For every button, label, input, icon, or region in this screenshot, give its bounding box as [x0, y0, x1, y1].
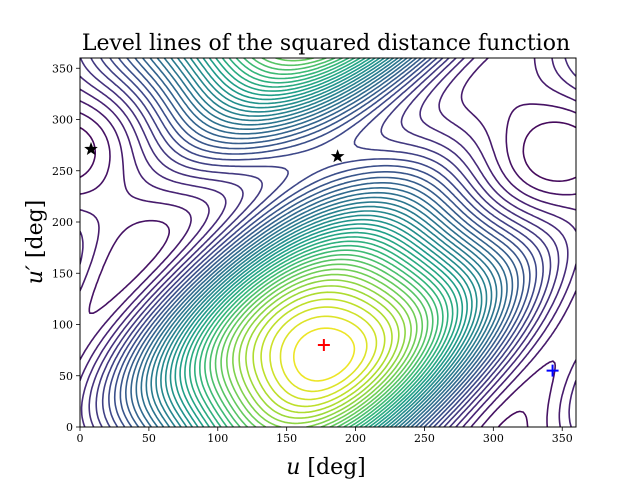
y-tick-label: 200 [52, 216, 73, 229]
contour-level [130, 58, 514, 427]
contour-level [209, 58, 434, 427]
point-markers [84, 142, 559, 377]
y-tick-label: 0 [66, 421, 73, 434]
y-tick-label: 100 [52, 319, 73, 332]
contour-level [214, 58, 429, 427]
contour-level [189, 58, 454, 427]
y-tick-label: 250 [52, 165, 73, 178]
contour-level [80, 121, 576, 427]
minimum-marker [317, 339, 330, 351]
saddle-point-marker-2 [330, 149, 345, 163]
y-axis-label: u′ [deg] [23, 200, 48, 285]
y-tick-label: 350 [52, 62, 73, 75]
contour-level [108, 58, 538, 427]
contour-level [100, 58, 544, 427]
axes-frame [79, 57, 577, 428]
x-tick-label: 50 [142, 432, 156, 445]
saddle-point-marker-1 [84, 142, 98, 156]
contour-level [226, 268, 418, 427]
contour-level [293, 327, 356, 382]
contour-level [260, 298, 386, 408]
contour-level [155, 58, 488, 427]
contour-level [184, 58, 459, 427]
x-axis-ticks: 0 50 100 150 200 250 300 350 [77, 427, 573, 445]
contour-level [199, 58, 444, 427]
y-tick-label: 150 [52, 267, 73, 280]
x-tick-label: 0 [77, 432, 84, 445]
contour-level [269, 306, 378, 401]
contour-level [145, 58, 498, 427]
contour-level [179, 58, 464, 427]
x-tick-label: 150 [276, 432, 297, 445]
contour-level [164, 58, 478, 427]
y-axis-label-unit: [deg] [23, 200, 48, 258]
contour-level [140, 58, 503, 427]
x-axis-label-unit: [deg] [307, 455, 365, 480]
contour-level [80, 58, 576, 427]
contour-level [135, 58, 508, 427]
contour-level [125, 58, 519, 427]
contour-level [80, 58, 576, 427]
contour-level [80, 58, 560, 427]
y-axis-label-var: u′ [23, 265, 48, 284]
x-tick-label: 300 [483, 432, 504, 445]
contour-level [238, 279, 406, 425]
contour-level [169, 58, 473, 427]
contour-level [194, 58, 449, 427]
x-tick-label: 350 [552, 432, 573, 445]
x-axis-label-var: u [286, 455, 300, 480]
contour-level [90, 58, 552, 427]
contour-level [232, 273, 412, 427]
secondary-point-marker [546, 364, 559, 377]
x-tick-label: 100 [207, 432, 228, 445]
contour-level [160, 58, 483, 427]
x-axis-label: u [deg] [286, 455, 366, 480]
y-tick-label: 50 [59, 370, 73, 383]
contour-lines [80, 58, 576, 427]
contour-level [252, 291, 393, 414]
contour-level [279, 315, 368, 393]
contour-level [119, 58, 525, 427]
x-tick-label: 200 [345, 432, 366, 445]
contour-level [174, 58, 468, 427]
contour-level [150, 58, 493, 427]
x-tick-label: 250 [414, 432, 435, 445]
contour-level [204, 58, 439, 427]
y-axis-ticks: 0 50 100 150 200 250 300 350 [52, 62, 80, 434]
contour-level [245, 285, 400, 419]
contour-level [113, 58, 531, 427]
chart-title: Level lines of the squared distance func… [82, 31, 570, 56]
y-tick-label: 300 [52, 114, 73, 127]
contour-level [80, 103, 576, 427]
contour-level [220, 58, 424, 427]
